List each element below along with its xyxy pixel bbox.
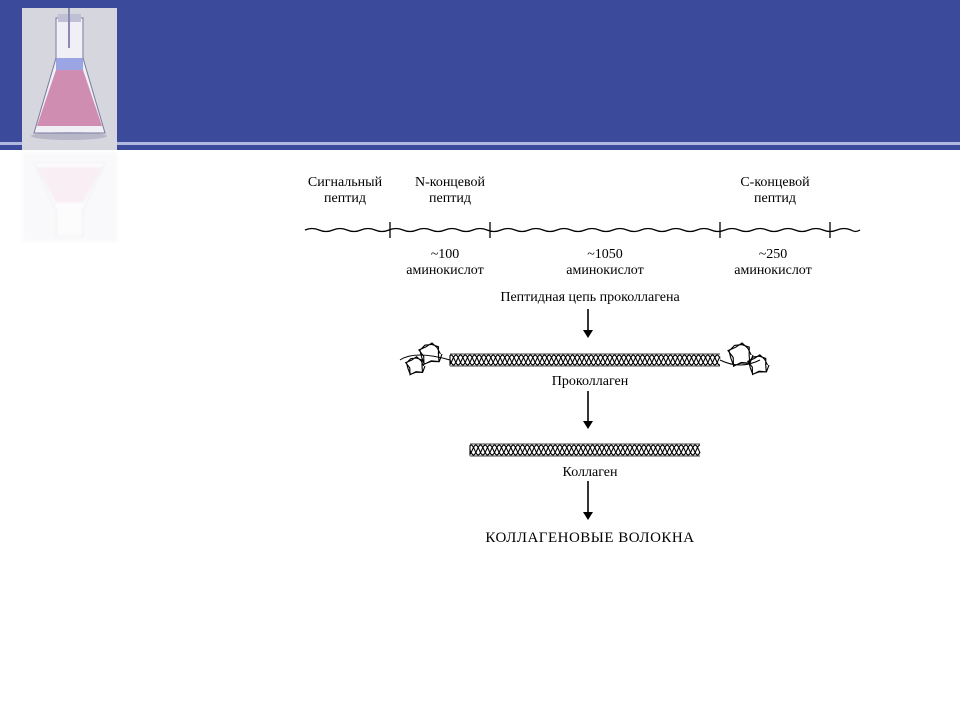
label-procollagen: Проколлаген bbox=[530, 374, 650, 390]
diagram: Сигнальный пептид N-концевой пептид С-ко… bbox=[300, 175, 870, 595]
label-collagen: Коллаген bbox=[540, 465, 640, 481]
label-aa100: ~100 аминокислот bbox=[395, 247, 495, 279]
label-aa1050: ~1050 аминокислот bbox=[555, 247, 655, 279]
label-n-terminal-peptide: N-концевой пептид bbox=[405, 175, 495, 207]
label-aa250: ~250 аминокислот bbox=[723, 247, 823, 279]
flask-reflection bbox=[22, 152, 117, 242]
label-signal-peptide: Сигнальный пептид bbox=[300, 175, 390, 207]
label-collagen-fibers: КОЛЛАГЕНОВЫЕ ВОЛОКНА bbox=[460, 530, 720, 547]
slide-header-highlight bbox=[0, 142, 960, 145]
slide-header-band bbox=[0, 0, 960, 150]
flask-image bbox=[22, 8, 117, 150]
label-peptide-chain: Пептидная цепь проколлагена bbox=[480, 290, 700, 306]
label-c-terminal-peptide: С-концевой пептид bbox=[730, 175, 820, 207]
